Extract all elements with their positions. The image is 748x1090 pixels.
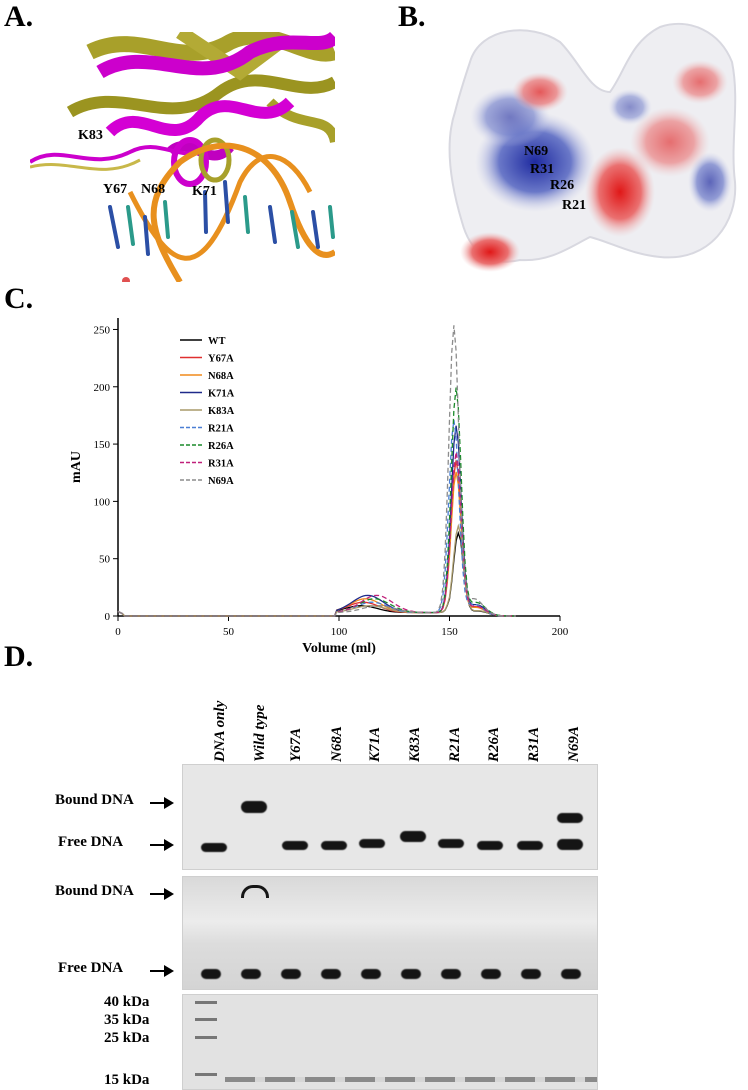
lane-label: R26A <box>486 726 502 762</box>
residue-label-n68: N68 <box>141 182 166 197</box>
y-tick-label: 250 <box>94 324 111 336</box>
series-line-r26a <box>117 387 516 617</box>
gel-band <box>441 969 461 979</box>
marker-band <box>195 1073 217 1076</box>
gel-band <box>361 969 381 979</box>
lane-label: R31A <box>526 726 542 762</box>
x-tick-label: 150 <box>441 626 458 638</box>
lane-label: N68A <box>329 726 345 762</box>
gel-band <box>400 831 426 842</box>
legend-label-y67a: Y67A <box>208 354 234 365</box>
gel-band <box>477 841 503 850</box>
legend-label-k71a: K71A <box>208 389 235 400</box>
panel-a-letter: A. <box>4 0 34 33</box>
marker-label-25kda: 25 kDa <box>104 1030 150 1046</box>
lane-label: Y67A <box>288 727 304 762</box>
panel-c-letter: C. <box>4 282 34 315</box>
bound-dna-arrow <box>150 797 174 809</box>
gel-band <box>359 839 385 848</box>
gel-band <box>241 801 267 813</box>
lane-label: R21A <box>447 726 463 762</box>
residue-label-y67: Y67 <box>103 182 128 197</box>
x-tick-label: 50 <box>223 626 235 638</box>
gel-band <box>241 885 269 898</box>
legend-label-n69a: N69A <box>208 476 234 487</box>
lane-label: K71A <box>367 726 383 762</box>
residue-label-r31: R31 <box>530 162 555 177</box>
protein-dna-ribbon-image <box>28 26 340 285</box>
legend-label-n68a: N68A <box>208 371 234 382</box>
residue-label-k83: K83 <box>78 128 103 143</box>
series-line-n69a <box>117 325 516 617</box>
gel-band <box>557 813 583 823</box>
free-dna-label: Free DNA <box>58 834 124 850</box>
marker-label-35kda: 35 kDa <box>104 1012 150 1028</box>
marker-band <box>195 1036 217 1039</box>
gel-band <box>201 843 227 852</box>
y-tick-label: 50 <box>99 554 111 566</box>
x-tick-label: 200 <box>552 626 569 638</box>
legend-label-wt: WT <box>208 336 226 347</box>
panel-d-letter: D. <box>4 640 34 673</box>
protein-bands-15kda <box>225 1077 597 1082</box>
series-line-k83a <box>117 523 516 617</box>
emsa-gel-2 <box>182 876 598 990</box>
x-tick-label: 100 <box>331 626 348 638</box>
gel-band <box>321 969 341 979</box>
panel-a-structure: K83 Y67 N68 K71 <box>28 26 340 285</box>
panel-b-surface: N69 R31 R26 R21 <box>440 22 740 284</box>
lane-label: DNA only <box>212 700 228 762</box>
emsa-gel-1 <box>182 764 598 870</box>
gel-band <box>241 969 261 979</box>
lane-label: N69A <box>566 726 582 762</box>
legend-label-r21a: R21A <box>208 424 234 435</box>
residue-label-r21: R21 <box>562 198 587 213</box>
y-tick-label: 100 <box>94 496 111 508</box>
gel-band <box>321 841 347 850</box>
free-dna-label: Free DNA <box>58 960 124 976</box>
gel-band <box>438 839 464 848</box>
bound-dna-label: Bound DNA <box>55 792 134 808</box>
bound-dna-arrow <box>150 888 174 900</box>
legend-label-r26a: R26A <box>208 441 234 452</box>
x-axis-label: Volume (ml) <box>302 641 376 656</box>
gel-band <box>481 969 501 979</box>
marker-label-15kda: 15 kDa <box>104 1072 150 1088</box>
gel-band <box>561 969 581 979</box>
y-tick-label: 0 <box>105 611 111 623</box>
residue-label-k71: K71 <box>192 184 217 199</box>
y-tick-label: 200 <box>94 382 111 394</box>
chromatogram-chart: 0 50 100 150 200 0 50 100 150 200 250 Volume (ml) mA… <box>69 318 569 656</box>
gel-band <box>282 841 308 850</box>
gel-band <box>557 839 583 850</box>
marker-band <box>195 1001 217 1004</box>
residue-label-n69: N69 <box>524 144 549 159</box>
marker-band <box>195 1018 217 1021</box>
gel-band <box>281 969 301 979</box>
series-line-wt <box>117 530 516 617</box>
legend-label-r31a: R31A <box>208 459 234 470</box>
lane-label: K83A <box>407 726 423 762</box>
y-tick-label: 150 <box>94 439 111 451</box>
y-axis-label: mAU <box>69 451 84 483</box>
series-line-r21a <box>117 419 516 617</box>
legend-label-k83a: K83A <box>208 406 235 417</box>
gel-band <box>401 969 421 979</box>
free-dna-arrow <box>150 965 174 977</box>
x-tick-label: 0 <box>115 626 121 638</box>
gel-band <box>517 841 543 850</box>
gel-band <box>521 969 541 979</box>
panel-d-gels: DNA only Wild type Y67A N68A K71A K83A R… <box>0 680 748 1090</box>
residue-label-r26: R26 <box>550 178 575 193</box>
sds-page-gel <box>182 994 598 1090</box>
bound-dna-label: Bound DNA <box>55 883 134 899</box>
lane-label: Wild type <box>252 704 268 762</box>
marker-label-40kda: 40 kDa <box>104 994 150 1010</box>
electrostatic-surface-image <box>448 22 737 272</box>
panel-b-letter: B. <box>398 0 426 33</box>
free-dna-arrow <box>150 839 174 851</box>
gel-band <box>201 969 221 979</box>
